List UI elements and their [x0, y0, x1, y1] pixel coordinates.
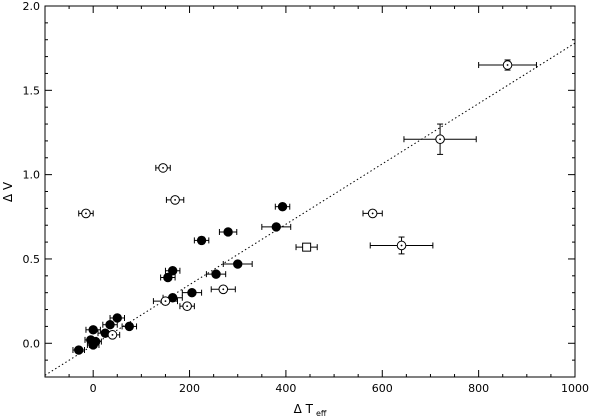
axis-ticks [44, 5, 576, 378]
filled-circle-marker [271, 222, 281, 232]
marker-center-dot [186, 305, 189, 308]
filled-circle-marker [196, 235, 207, 246]
data-point [222, 259, 253, 269]
filled-circle-marker [233, 259, 243, 269]
data-point [179, 301, 195, 311]
fit-line [44, 42, 576, 376]
data-point [362, 208, 383, 219]
data-point [210, 284, 236, 295]
data-point [181, 287, 203, 298]
open-square-marker [302, 242, 312, 252]
y-axis-label: Δ V [1, 181, 15, 202]
data-point [403, 123, 477, 155]
filled-circle-marker [124, 321, 135, 332]
y-tick-label: 0.5 [23, 253, 41, 266]
filled-circle-marker [211, 269, 221, 279]
filled-circle-marker [187, 287, 197, 298]
data-point [369, 236, 434, 255]
data-point [478, 59, 537, 71]
marker-center-dot [174, 199, 176, 201]
y-tick-label: 1.0 [23, 169, 41, 182]
marker-center-dot [111, 333, 114, 336]
marker-center-dot [164, 300, 167, 303]
data-point [104, 330, 121, 340]
data-point [295, 242, 318, 252]
filled-circle-marker [74, 345, 84, 355]
x-tick-label: 400 [275, 382, 296, 395]
filled-circle-marker [112, 313, 122, 323]
data-point [205, 269, 227, 279]
plot-frame [44, 5, 576, 378]
data-point [109, 313, 125, 323]
marker-center-dot [439, 138, 441, 141]
data-points [72, 59, 537, 355]
data-point [121, 321, 138, 332]
y-tick-label: 0.0 [23, 337, 41, 350]
marker-center-dot [85, 212, 87, 215]
data-point [89, 336, 102, 347]
filled-circle-marker [90, 336, 101, 347]
data-point [274, 201, 291, 212]
data-point [152, 296, 178, 306]
data-point [193, 235, 210, 246]
data-point [72, 345, 86, 355]
x-axis-label-subscript: eff [316, 409, 327, 417]
x-tick-label: 600 [372, 382, 393, 395]
data-point [102, 320, 118, 330]
x-tick-label: 800 [468, 382, 489, 395]
marker-center-dot [162, 166, 164, 169]
data-point [78, 208, 94, 219]
data-point [261, 222, 292, 232]
x-tick-label: 200 [179, 382, 200, 395]
fit-line-group [44, 42, 576, 376]
data-point [155, 163, 171, 173]
x-tick-label: 0 [90, 382, 97, 395]
data-point [160, 272, 176, 283]
filled-circle-marker [223, 227, 233, 237]
data-point [218, 227, 238, 237]
axis-tick-labels: 0 200 400 600 800 1000 0.0 0.5 1.0 1.5 2.0 [23, 0, 590, 395]
marker-center-dot [400, 244, 403, 247]
x-tick-label: 1000 [561, 382, 589, 395]
marker-center-dot [222, 288, 225, 291]
plot-area-border [44, 5, 576, 378]
data-point [164, 266, 181, 276]
x-axis-label-main: Δ T [294, 402, 314, 416]
data-point [85, 325, 101, 335]
y-tick-label: 1.5 [23, 84, 41, 97]
data-point [165, 195, 185, 205]
y-tick-label: 2.0 [23, 0, 41, 13]
marker-center-dot [506, 64, 509, 66]
filled-circle-marker [167, 266, 178, 276]
filled-circle-marker [277, 201, 288, 212]
marker-center-dot [371, 212, 374, 215]
filled-circle-marker [163, 272, 173, 283]
filled-circle-marker [88, 325, 98, 335]
filled-circle-marker [105, 320, 115, 330]
